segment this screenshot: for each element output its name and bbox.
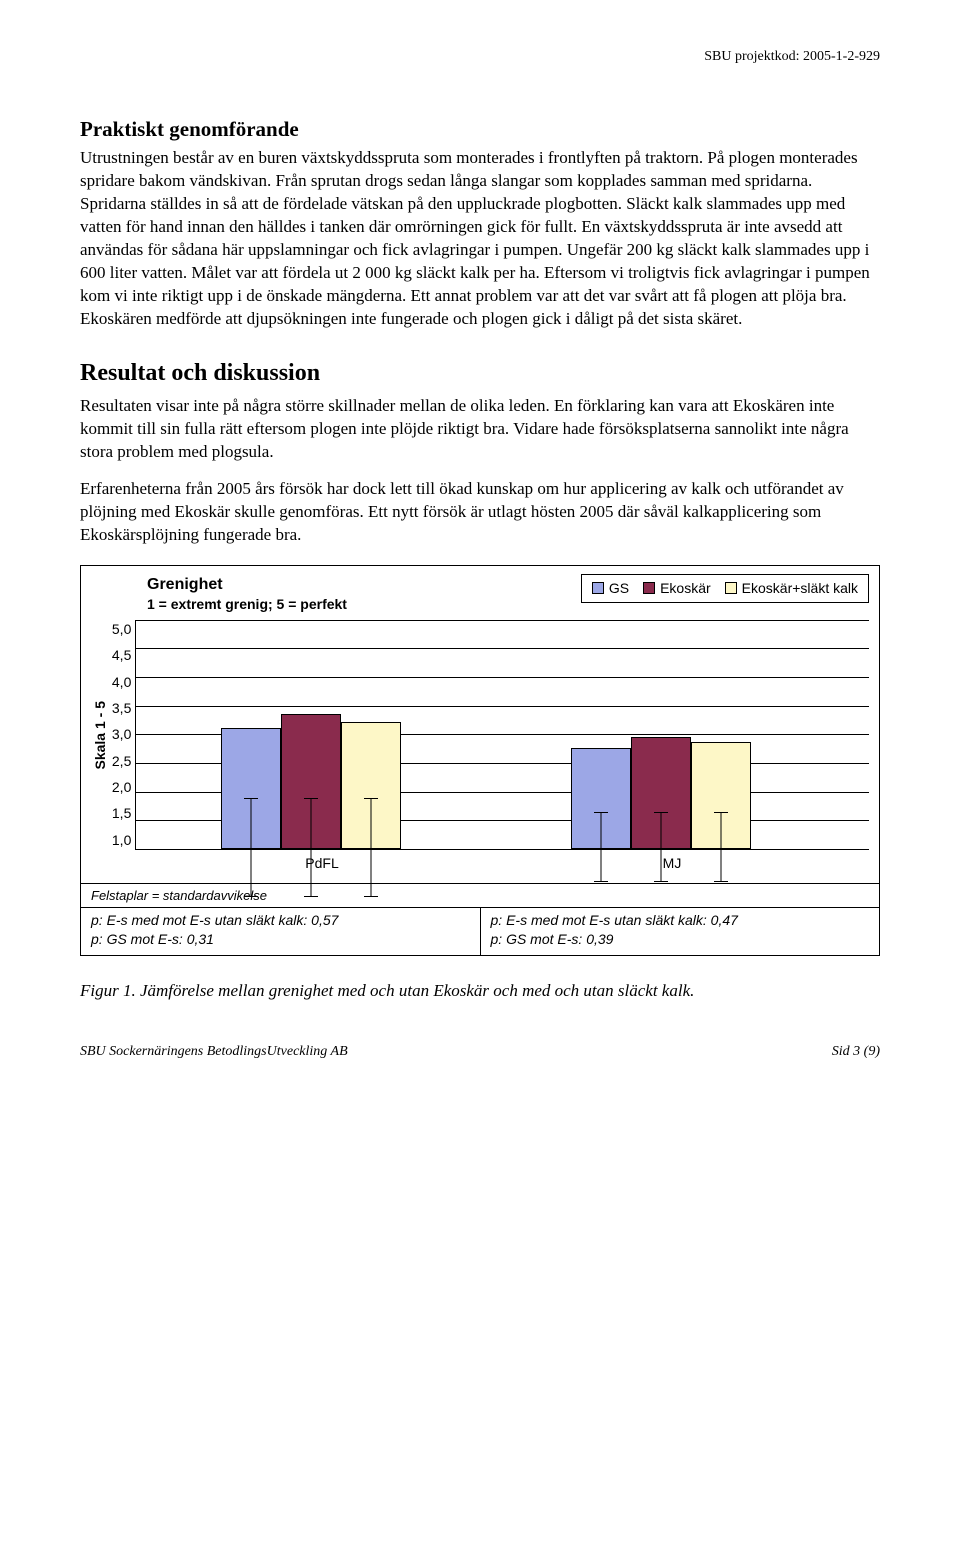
pvalue-line: p: E-s med mot E-s utan släkt kalk: 0,57 bbox=[91, 911, 470, 930]
bar bbox=[341, 722, 401, 849]
error-cap bbox=[654, 881, 668, 882]
chart-container: Grenighet 1 = extremt grenig; 5 = perfek… bbox=[80, 565, 880, 956]
pvalue-line: p: GS mot E-s: 0,39 bbox=[491, 930, 870, 949]
grid-line bbox=[136, 648, 869, 649]
grid-line bbox=[136, 677, 869, 678]
legend-item: GS bbox=[592, 579, 629, 598]
legend-label: GS bbox=[609, 579, 629, 598]
y-tick: 2,0 bbox=[112, 778, 131, 797]
bar bbox=[691, 742, 751, 848]
bar bbox=[571, 748, 631, 849]
error-cap bbox=[364, 896, 378, 897]
legend-item: Ekoskär+släkt kalk bbox=[725, 579, 858, 598]
error-cap bbox=[304, 798, 318, 799]
y-tick: 3,0 bbox=[112, 725, 131, 744]
section1-paragraph: Utrustningen består av en buren växtskyd… bbox=[80, 147, 880, 331]
error-bar bbox=[661, 813, 662, 882]
section2-paragraph1: Resultaten visar inte på några större sk… bbox=[80, 395, 880, 464]
bar-group bbox=[221, 714, 401, 849]
error-cap bbox=[714, 812, 728, 813]
figure-caption: Figur 1. Jämförelse mellan grenighet med… bbox=[80, 980, 880, 1003]
legend-swatch bbox=[725, 582, 737, 594]
y-axis-label: Skala 1 - 5 bbox=[91, 701, 110, 770]
section-title-praktiskt: Praktiskt genomförande bbox=[80, 115, 880, 143]
x-axis-labels: PdFLMJ bbox=[147, 854, 869, 873]
chart-title: Grenighet 1 = extremt grenig; 5 = perfek… bbox=[147, 574, 347, 614]
bar bbox=[221, 728, 281, 849]
x-tick-label: PdFL bbox=[147, 854, 497, 873]
error-bar bbox=[251, 799, 252, 897]
pvalue-line: p: E-s med mot E-s utan släkt kalk: 0,47 bbox=[491, 911, 870, 930]
chart-note: Felstaplar = standardavvikelse bbox=[81, 883, 879, 908]
legend-label: Ekoskär bbox=[660, 579, 711, 598]
footer-right: Sid 3 (9) bbox=[832, 1043, 880, 1062]
error-cap bbox=[714, 881, 728, 882]
pvalue-row: p: E-s med mot E-s utan släkt kalk: 0,57… bbox=[81, 907, 879, 955]
y-axis-ticks: 5,0 4,5 4,0 3,5 3,0 2,5 2,0 1,5 1,0 bbox=[112, 620, 135, 850]
chart-legend: GS Ekoskär Ekoskär+släkt kalk bbox=[581, 574, 869, 603]
bar bbox=[281, 714, 341, 849]
y-tick: 5,0 bbox=[112, 620, 131, 639]
error-bar bbox=[721, 813, 722, 882]
chart-title-line1: Grenighet bbox=[147, 574, 347, 596]
error-cap bbox=[594, 881, 608, 882]
grid-line bbox=[136, 620, 869, 621]
y-tick: 2,5 bbox=[112, 752, 131, 771]
legend-swatch bbox=[643, 582, 655, 594]
error-cap bbox=[594, 812, 608, 813]
y-tick: 3,5 bbox=[112, 699, 131, 718]
error-cap bbox=[304, 896, 318, 897]
page-header-project-code: SBU projektkod: 2005-1-2-929 bbox=[80, 48, 880, 67]
legend-item: Ekoskär bbox=[643, 579, 711, 598]
legend-swatch bbox=[592, 582, 604, 594]
error-cap bbox=[364, 798, 378, 799]
bar-group bbox=[571, 737, 751, 849]
section-title-resultat: Resultat och diskussion bbox=[80, 357, 880, 389]
x-tick-label: MJ bbox=[497, 854, 847, 873]
grid-line bbox=[136, 706, 869, 707]
y-tick: 1,5 bbox=[112, 804, 131, 823]
error-bar bbox=[601, 813, 602, 882]
error-cap bbox=[244, 896, 258, 897]
pvalue-cell: p: E-s med mot E-s utan släkt kalk: 0,47… bbox=[481, 908, 880, 955]
y-tick: 4,5 bbox=[112, 646, 131, 665]
page-footer: SBU Sockernäringens BetodlingsUtveckling… bbox=[80, 1043, 880, 1062]
error-cap bbox=[244, 798, 258, 799]
footer-left: SBU Sockernäringens BetodlingsUtveckling… bbox=[80, 1043, 348, 1062]
pvalue-cell: p: E-s med mot E-s utan släkt kalk: 0,57… bbox=[81, 908, 481, 955]
error-bar bbox=[371, 799, 372, 897]
y-tick: 4,0 bbox=[112, 673, 131, 692]
plot-area bbox=[135, 620, 869, 850]
chart-title-line2: 1 = extremt grenig; 5 = perfekt bbox=[147, 595, 347, 614]
error-bar bbox=[311, 799, 312, 897]
grid-line bbox=[136, 849, 869, 850]
section2-paragraph2: Erfarenheterna från 2005 års försök har … bbox=[80, 478, 880, 547]
y-tick: 1,0 bbox=[112, 831, 131, 850]
error-cap bbox=[654, 812, 668, 813]
pvalue-line: p: GS mot E-s: 0,31 bbox=[91, 930, 470, 949]
legend-label: Ekoskär+släkt kalk bbox=[742, 579, 858, 598]
bar bbox=[631, 737, 691, 849]
